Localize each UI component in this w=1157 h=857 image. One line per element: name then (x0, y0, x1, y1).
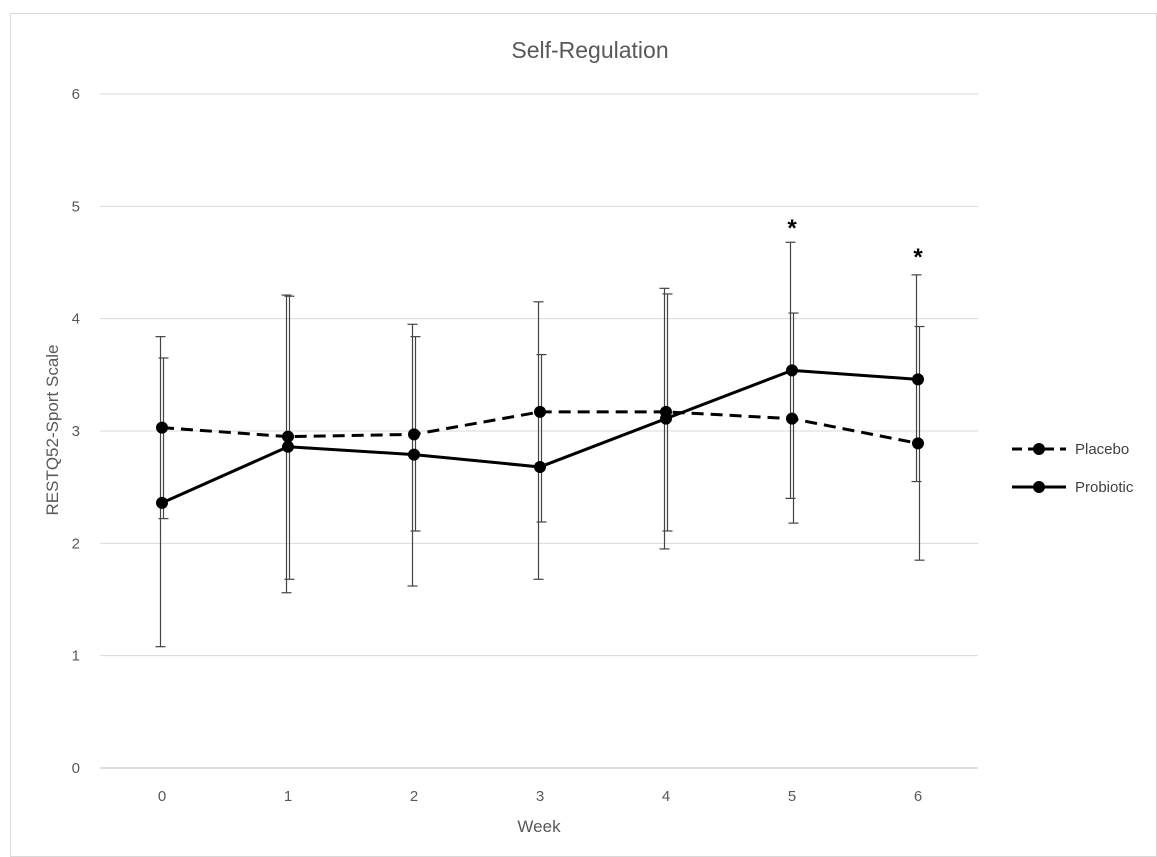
x-axis-ticks: 0 1 2 3 4 5 6 (158, 788, 922, 805)
chart-border (10, 13, 1157, 857)
legend-label-probiotic: Probiotic (1075, 479, 1134, 496)
y-tick-label: 4 (72, 311, 80, 328)
x-tick-label: 4 (662, 788, 670, 805)
data-point-placebo (534, 405, 546, 418)
data-point-placebo (786, 412, 798, 425)
data-point-placebo (408, 428, 420, 441)
data-point-probiotic (534, 460, 546, 473)
x-tick-label: 1 (284, 788, 292, 805)
x-tick-label: 5 (788, 788, 796, 805)
significance-marker: * (913, 244, 923, 271)
data-point-placebo (912, 437, 924, 450)
y-tick-label: 0 (72, 760, 80, 777)
y-axis-title: RESTQ52-Sport Scale (43, 344, 62, 515)
data-point-probiotic (660, 412, 672, 425)
legend-label-placebo: Placebo (1075, 441, 1129, 458)
x-tick-label: 2 (410, 788, 418, 805)
annotations: ** (787, 215, 923, 271)
legend-marker-placebo (1033, 443, 1045, 455)
data-point-probiotic (786, 364, 798, 377)
x-tick-label: 3 (536, 788, 544, 805)
x-tick-label: 6 (914, 788, 922, 805)
data-point-placebo (282, 430, 294, 443)
x-axis-title: Week (517, 817, 561, 836)
legend: Placebo Probiotic (1012, 441, 1134, 496)
y-tick-label: 2 (72, 535, 80, 552)
data-point-probiotic (282, 440, 294, 453)
chart-title: Self-Regulation (511, 37, 668, 63)
legend-item-probiotic: Probiotic (1012, 479, 1134, 496)
data-points (156, 364, 924, 509)
y-tick-label: 5 (72, 198, 80, 215)
legend-marker-probiotic (1033, 481, 1045, 493)
x-tick-label: 0 (158, 788, 166, 805)
data-point-probiotic (156, 496, 168, 509)
data-point-placebo (156, 421, 168, 434)
y-axis-ticks: 0 1 2 3 4 5 6 (72, 86, 80, 777)
data-point-probiotic (912, 373, 924, 386)
significance-marker: * (787, 215, 797, 242)
y-tick-label: 1 (72, 648, 80, 665)
data-point-probiotic (408, 448, 420, 461)
legend-item-placebo: Placebo (1012, 441, 1129, 458)
y-tick-label: 6 (72, 86, 80, 103)
y-tick-label: 3 (72, 423, 80, 440)
